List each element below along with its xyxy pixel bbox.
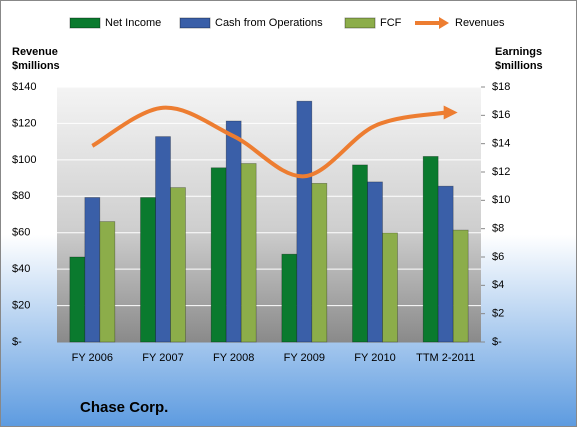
- legend-swatch: [439, 17, 449, 29]
- line-series: [91, 105, 447, 179]
- y-tick-label: $40: [12, 263, 30, 275]
- axis-title: Earnings $millions: [495, 46, 543, 72]
- bar: [367, 181, 383, 343]
- bar: [240, 163, 257, 343]
- bar: [422, 156, 439, 343]
- x-tick-label: TTM 2-2011: [416, 352, 475, 364]
- x-tick-label: FY 2009: [284, 352, 325, 364]
- bar: [155, 136, 171, 343]
- y-tick-label: $120: [12, 117, 36, 129]
- y2-tick-label: $-: [492, 336, 502, 348]
- x-tick-label: FY 2008: [213, 352, 254, 364]
- bar: [170, 187, 186, 343]
- y-tick-label: $20: [12, 299, 30, 311]
- x-tick-label: FY 2010: [354, 352, 395, 364]
- plot-area: [57, 87, 481, 342]
- bar: [140, 197, 156, 343]
- axis-title: Revenue $millions: [12, 46, 60, 72]
- x-tick-label: FY 2006: [72, 352, 113, 364]
- y2-tick-label: $8: [492, 223, 504, 235]
- line-arrow: [443, 105, 458, 120]
- y-tick-label: $140: [12, 81, 36, 93]
- y-tick-label: $80: [12, 190, 30, 202]
- y-tick-label: $-: [12, 336, 22, 348]
- y-tick-label: $60: [12, 227, 30, 239]
- y2-tick-label: $2: [492, 308, 504, 320]
- legend-swatch: [69, 17, 101, 29]
- y2-tick-label: $14: [492, 138, 510, 150]
- bar: [352, 164, 368, 343]
- bar: [84, 197, 101, 343]
- bar: [281, 253, 298, 343]
- y2-tick-label: $4: [492, 279, 504, 291]
- y2-tick-label: $12: [492, 166, 510, 178]
- legend-label: Net Income: [105, 17, 161, 29]
- legend-label: Cash from Operations: [215, 17, 323, 29]
- bar: [382, 232, 398, 343]
- chart-title: Chase Corp.: [80, 399, 168, 416]
- legend-swatch: [344, 17, 376, 29]
- y-tick-label: $100: [12, 154, 36, 166]
- bar: [437, 185, 454, 343]
- bar: [311, 182, 328, 343]
- legend-label: FCF: [380, 17, 402, 29]
- legend-label: Revenues: [455, 17, 505, 29]
- y2-tick-label: $6: [492, 251, 504, 263]
- y2-tick-label: $10: [492, 194, 510, 206]
- bar: [99, 221, 116, 343]
- bar: [296, 100, 313, 343]
- y2-tick-label: $18: [492, 81, 510, 93]
- bar: [210, 167, 227, 343]
- x-tick-label: FY 2007: [142, 352, 183, 364]
- y2-tick-label: $16: [492, 109, 510, 121]
- legend-swatch: [179, 17, 211, 29]
- bar: [69, 256, 86, 343]
- bar: [452, 229, 469, 343]
- bar: [225, 120, 242, 343]
